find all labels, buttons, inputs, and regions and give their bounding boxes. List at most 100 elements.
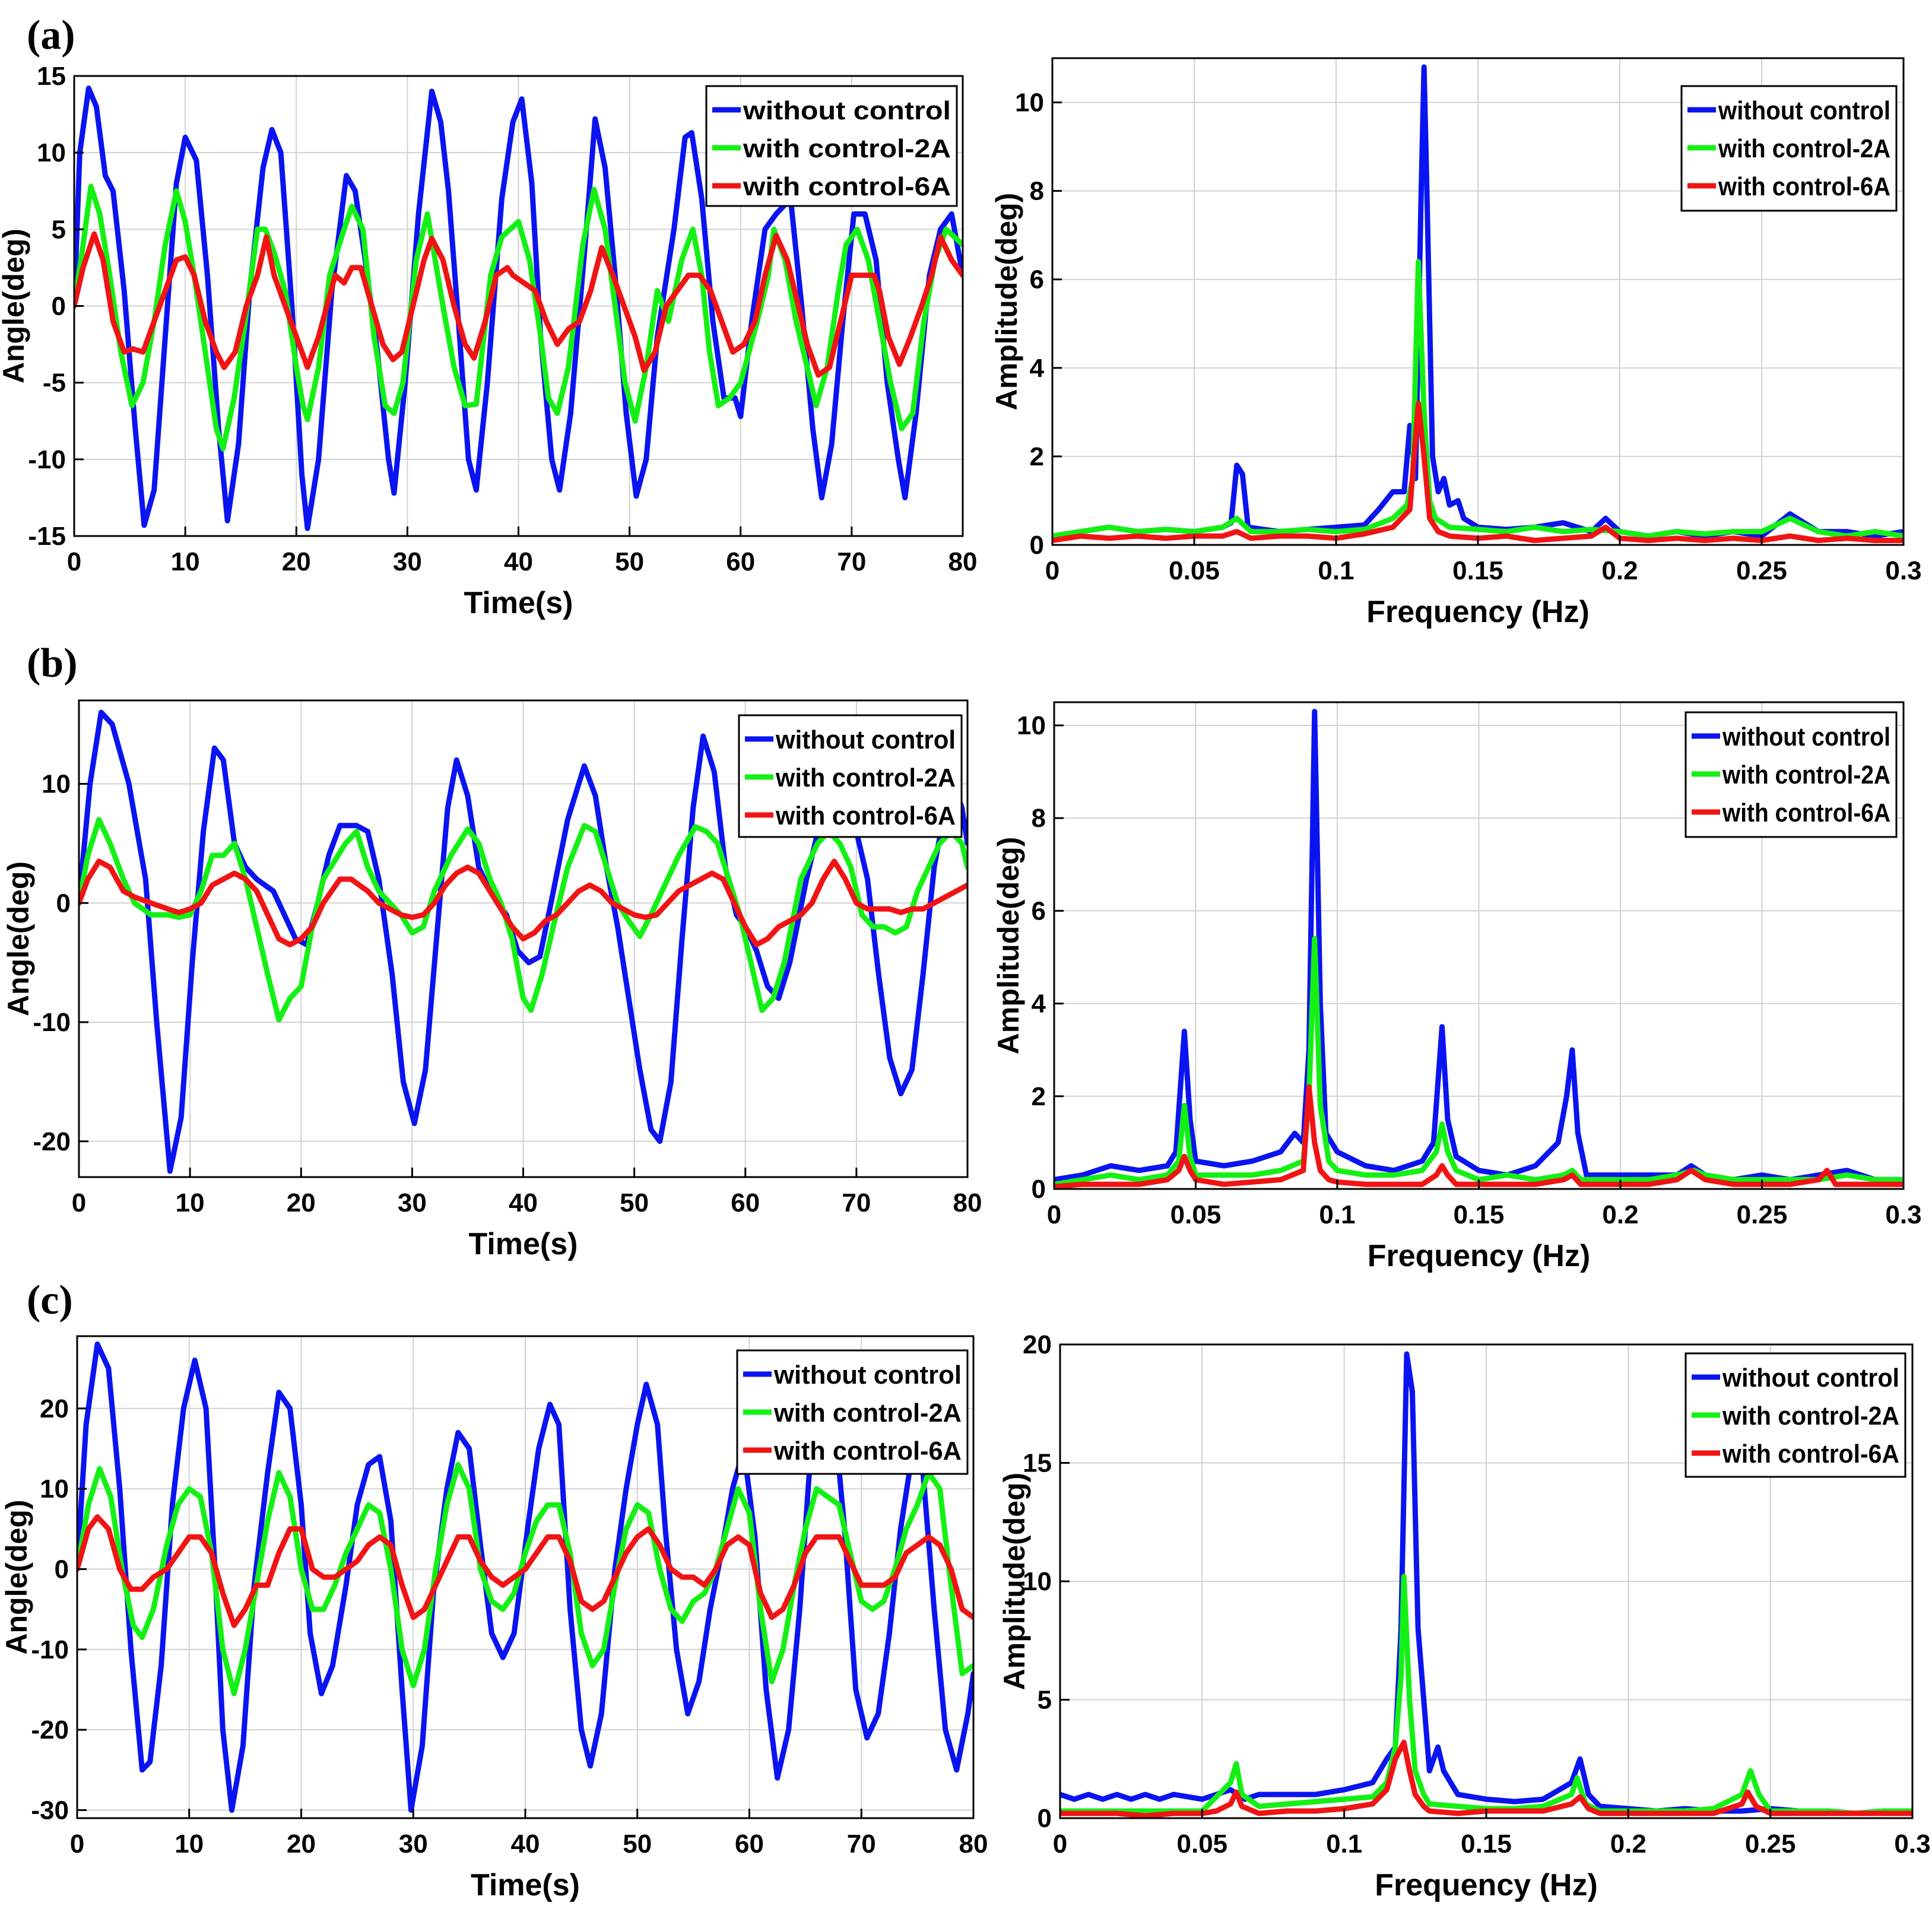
y-tick-label: 0: [1030, 531, 1044, 560]
y-tick-label: 5: [1038, 1686, 1052, 1715]
x-tick-label: 60: [735, 1829, 764, 1859]
chart-c-time: 0 10 20 30 40 50 60 70 80 -30 -20 -10 0 10 20 Time(s) An…: [0, 1335, 988, 1902]
x-tick-label: 0: [70, 1829, 84, 1859]
y-tick-label: 6: [1030, 265, 1044, 294]
chart-b-freq: 0 0.05 0.1 0.15 0.2 0.25 0.3 0 2 4 6 8 10 Frequency (…: [992, 701, 1922, 1273]
x-tick-label: 10: [176, 1188, 205, 1217]
legend: without control with control-2A with contr…: [1680, 85, 1898, 212]
x-tick-label: 10: [175, 1829, 204, 1859]
x-axis-label: Time(s): [469, 1227, 578, 1261]
series-line-c6a: [1054, 1084, 1904, 1189]
y-tick-label: 0: [56, 889, 71, 918]
legend-frame: [736, 1349, 969, 1475]
x-tick-label: 60: [731, 1188, 760, 1217]
x-tick-label: 30: [398, 1188, 427, 1217]
x-tick-label: 0.15: [1452, 556, 1503, 585]
x-tick-label: 0.1: [1318, 556, 1354, 585]
x-axis-label: Time(s): [464, 586, 573, 620]
series-line-c6a: [77, 1514, 973, 1628]
legend-frame: [705, 85, 958, 207]
y-tick-label: -5: [43, 369, 66, 398]
y-tick-label: 20: [40, 1394, 69, 1423]
x-tick-label: 40: [511, 1829, 540, 1859]
y-axis-label: Amplitude(deg): [992, 837, 1025, 1055]
y-tick-label: 2: [1032, 1082, 1046, 1111]
y-tick-label: -30: [31, 1796, 69, 1825]
x-tick-label: 20: [287, 1188, 316, 1217]
y-tick-label: 20: [1023, 1330, 1052, 1359]
legend-label: without control: [773, 1360, 962, 1390]
x-tick-label: 40: [509, 1188, 538, 1217]
x-tick-label: 0: [1053, 1829, 1067, 1859]
legend: without control with control-2A with contr…: [736, 1349, 969, 1475]
legend-label: without control: [1722, 1363, 1899, 1393]
y-tick-label: 10: [42, 770, 71, 799]
legend-label: without control: [775, 725, 956, 754]
legend-label: with control-6A: [773, 1436, 962, 1466]
panel-label-a: (a): [27, 12, 75, 58]
legend-label: without control: [743, 96, 951, 125]
x-tick-label: 0: [1047, 1200, 1061, 1229]
legend: without control with control-2A with contr…: [1684, 1352, 1906, 1478]
y-tick-label: 0: [1038, 1804, 1052, 1833]
y-tick-label: -15: [28, 522, 66, 551]
x-tick-label: 0.3: [1894, 1829, 1930, 1859]
x-tick-label: 0.1: [1319, 1200, 1355, 1229]
chart-a-time: 0 10 20 30 40 50 60 70 80 -15 -10 -5 0 5 10 15 Time(s) An…: [0, 62, 977, 620]
legend: without control with control-2A with contr…: [1684, 711, 1898, 838]
x-tick-label: 0.2: [1602, 1200, 1638, 1229]
x-tick-label: 0.1: [1326, 1829, 1362, 1859]
legend-frame: [1680, 85, 1898, 212]
y-tick-label: 10: [1023, 1567, 1052, 1596]
legend: without control with control-2A with contr…: [738, 714, 963, 838]
x-tick-label: 20: [287, 1829, 316, 1859]
x-tick-label: 0.3: [1885, 1200, 1921, 1229]
y-tick-label: 6: [1032, 896, 1046, 925]
y-tick-label: -20: [31, 1715, 69, 1745]
y-tick-label: 8: [1030, 177, 1044, 206]
series-line-c2a: [1060, 1574, 1912, 1816]
x-tick-label: 80: [959, 1829, 988, 1859]
x-tick-label: 0: [72, 1188, 86, 1217]
series-line-c2a: [77, 1462, 973, 1696]
x-axis-label: Frequency (Hz): [1368, 1239, 1591, 1273]
legend-label: with control-2A: [1722, 1401, 1899, 1431]
x-tick-label: 0: [1045, 556, 1059, 585]
legend: without control with control-2A with contr…: [705, 85, 958, 207]
y-tick-label: 0: [55, 1555, 69, 1584]
x-tick-label: 0.05: [1177, 1829, 1228, 1859]
legend-label: with control-6A: [743, 172, 951, 201]
y-axis-label: Amplitude(deg): [990, 193, 1023, 411]
y-axis-label: Angle(deg): [0, 229, 30, 383]
x-tick-label: 70: [837, 547, 866, 576]
series-line-c6a: [79, 858, 967, 947]
x-tick-label: 50: [623, 1829, 652, 1859]
legend-frame: [1684, 1352, 1906, 1478]
x-axis-label: Frequency (Hz): [1375, 1868, 1598, 1902]
series-line-c6a: [1060, 1739, 1912, 1818]
x-tick-label: 80: [953, 1188, 982, 1217]
x-tick-label: 50: [615, 547, 644, 576]
x-tick-label: 0: [67, 547, 81, 576]
y-tick-label: -20: [33, 1127, 71, 1156]
legend-label: with control-6A: [775, 801, 956, 830]
legend-label: without control: [1722, 722, 1890, 751]
series-line-c6a: [1052, 401, 1904, 543]
panel-label-b: (b): [27, 640, 78, 686]
x-tick-label: 0.15: [1454, 1200, 1505, 1229]
y-tick-label: 10: [37, 138, 66, 167]
y-tick-label: 15: [1023, 1449, 1052, 1478]
x-tick-label: 0.3: [1885, 556, 1921, 585]
x-tick-label: 0.25: [1737, 1200, 1788, 1229]
y-axis-label: Amplitude(deg): [998, 1473, 1031, 1691]
x-axis-label: Frequency (Hz): [1366, 595, 1590, 629]
y-tick-label: 10: [1017, 711, 1046, 740]
legend-label: with control-2A: [773, 1398, 962, 1428]
y-axis-label: Angle(deg): [0, 1499, 33, 1654]
y-tick-label: -10: [31, 1635, 69, 1664]
y-tick-label: 4: [1030, 354, 1045, 383]
chart-a-freq: 0 0.05 0.1 0.15 0.2 0.25 0.3 0 2 4 6 8 10 Frequency (…: [990, 57, 1922, 629]
legend-label: with control-6A: [1722, 1439, 1899, 1469]
legend-label: with control-2A: [743, 134, 951, 163]
